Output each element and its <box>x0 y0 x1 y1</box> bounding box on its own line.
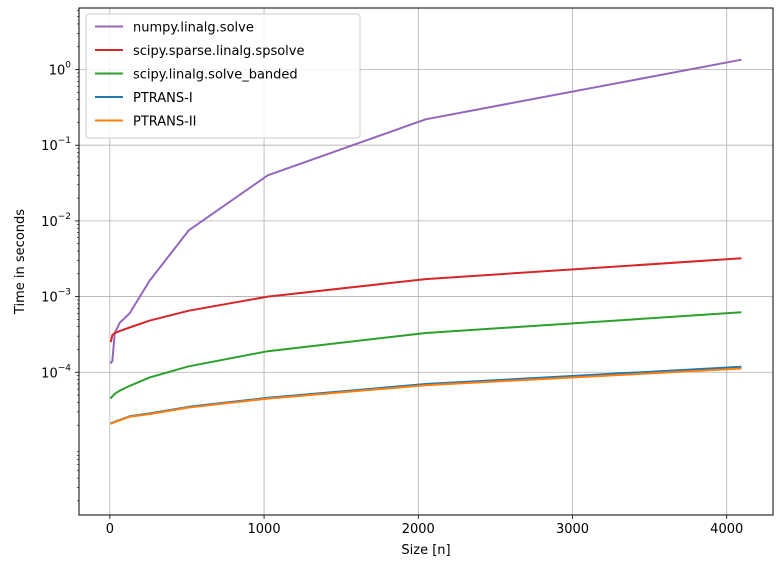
plot-frame <box>78 7 774 516</box>
x-tick-label: 2000 <box>402 522 435 537</box>
y-tick-label: 10−3 <box>41 288 71 306</box>
series-line-2 <box>109 311 742 400</box>
x-tick-label: 3000 <box>556 522 589 537</box>
legend-box <box>85 13 361 139</box>
x-axis-label: Size [n] <box>401 543 450 558</box>
y-tick-exponent: −1 <box>58 136 71 146</box>
legend-label-1: scipy.sparse.linalg.spsolve <box>133 44 304 59</box>
x-axis: 0 1000 2000 3000 4000 <box>106 515 743 537</box>
legend-label-2: scipy.linalg.solve_banded <box>133 68 298 83</box>
y-tick-base: 10 <box>41 366 58 381</box>
series-line-4 <box>110 367 742 425</box>
y-tick-exponent: −2 <box>58 212 71 222</box>
series-line-1 <box>109 257 742 343</box>
y-tick-label: 100 <box>49 61 72 79</box>
y-tick-label: 10−1 <box>41 136 71 154</box>
x-tick-label: 0 <box>106 522 114 537</box>
legend: numpy.linalg.solve scipy.sparse.linalg.sp… <box>85 13 361 139</box>
y-tick-exponent: 0 <box>65 61 71 71</box>
y-axis-label: Time in seconds <box>13 209 28 315</box>
y-tick-base: 10 <box>41 291 58 306</box>
x-tick-label: 4000 <box>710 522 743 537</box>
y-tick-base: 10 <box>41 139 58 154</box>
y-tick-base: 10 <box>41 215 58 230</box>
grid <box>79 8 773 515</box>
series-line-0 <box>109 58 742 365</box>
y-tick-base: 10 <box>49 64 66 79</box>
x-tick-label: 1000 <box>248 522 281 537</box>
legend-label-0: numpy.linalg.solve <box>133 21 254 36</box>
legend-label-4: PTRANS-II <box>133 115 197 130</box>
y-tick-label: 10−2 <box>41 212 71 230</box>
y-tick-exponent: −4 <box>58 363 72 373</box>
legend-label-3: PTRANS-I <box>133 91 193 106</box>
y-tick-label: 10−4 <box>41 363 71 381</box>
series-layer <box>109 58 742 425</box>
y-tick-exponent: −3 <box>58 288 71 298</box>
